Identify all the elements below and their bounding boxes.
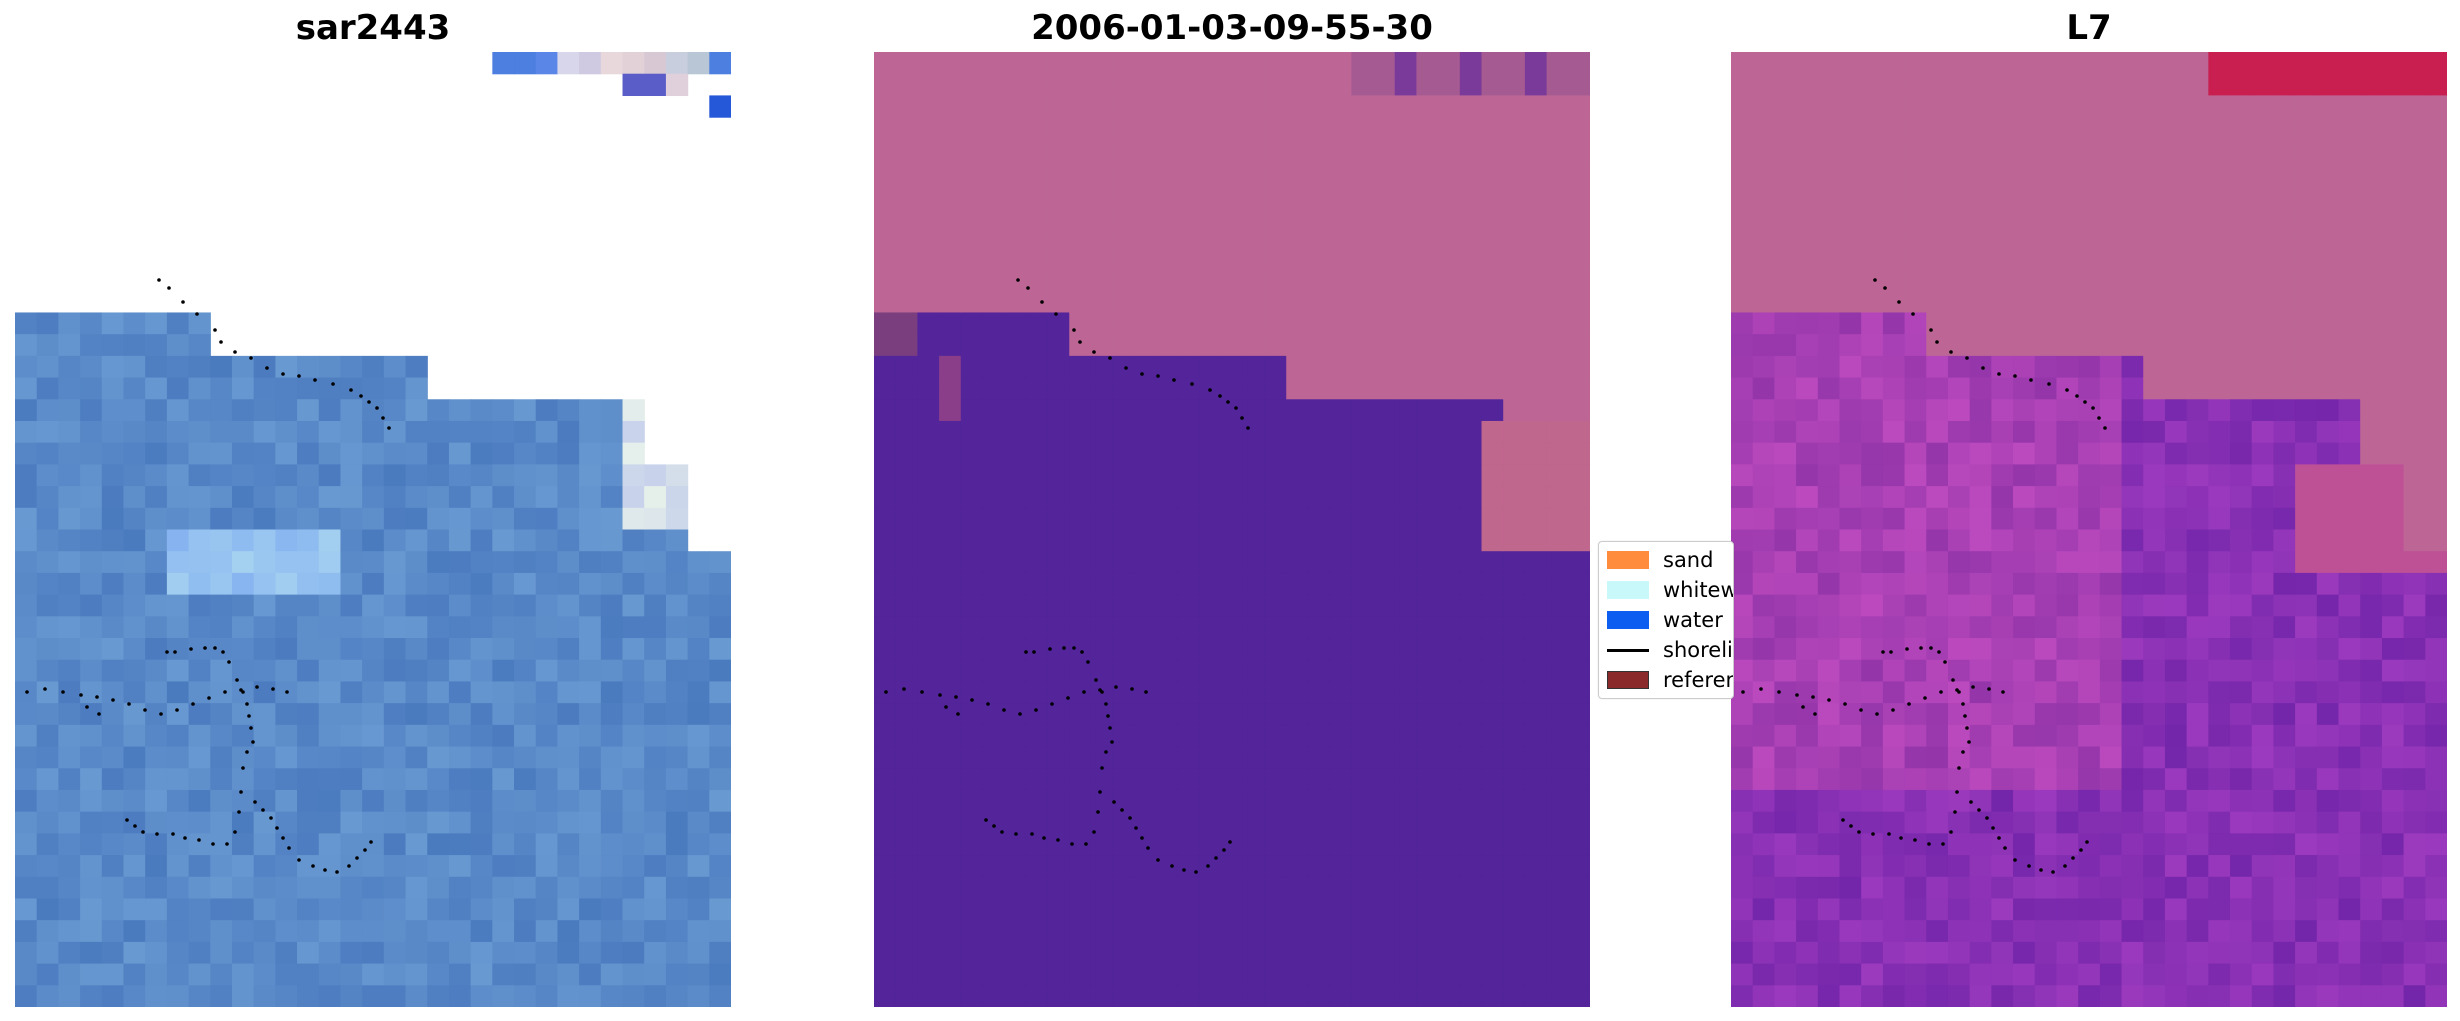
sand-swatch (1607, 551, 1649, 569)
legend-label: shoreline (1663, 638, 1733, 662)
shoreline-line-swatch (1607, 648, 1649, 652)
panel-title-probability: L7 (2066, 8, 2112, 48)
legend-label: sand (1663, 548, 1714, 572)
classification-image (874, 52, 1590, 1007)
legend-label: reference shoreline (1663, 668, 1733, 692)
legend-item-shoreline: shoreline (1607, 637, 1733, 663)
classification-image-panel (874, 52, 1590, 1007)
water-swatch (1607, 611, 1649, 629)
panel-title-classification: 2006-01-03-09-55-30 (1031, 8, 1433, 48)
legend-item-water: water (1607, 607, 1733, 633)
panel-title-rgb: sar2443 (295, 8, 451, 48)
legend-item-reference-shoreline: reference shoreline (1607, 667, 1733, 693)
rgb-image-panel (15, 52, 731, 1007)
legend-item-sand: sand (1607, 547, 1733, 573)
probability-image-panel (1731, 52, 2447, 1007)
rgb-image (15, 52, 731, 1007)
legend-label: water (1663, 608, 1723, 632)
reference-shoreline-swatch (1607, 671, 1649, 689)
whitewater-swatch (1607, 581, 1649, 599)
probability-image (1731, 52, 2447, 1007)
